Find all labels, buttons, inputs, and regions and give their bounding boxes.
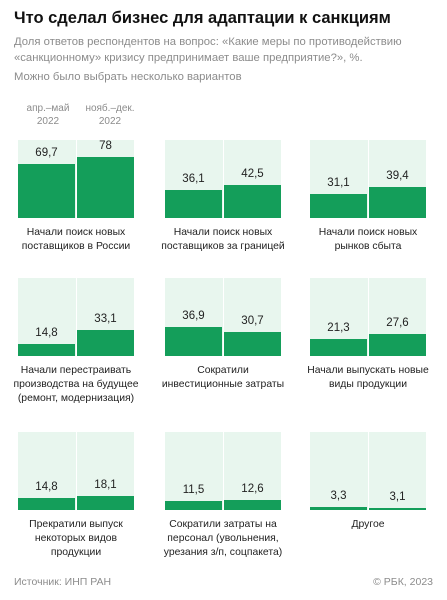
bar-period-1 [310, 507, 367, 510]
panel-background [165, 278, 281, 356]
copyright: © РБК, 2023 [373, 576, 433, 588]
bar-period-2 [77, 330, 134, 356]
panel-label: Начали перестраивать производства на буд… [13, 365, 139, 404]
panel-background [310, 140, 426, 218]
data-label: 27,6 [386, 317, 409, 329]
data-label: 14,8 [35, 327, 58, 339]
bar-separator [368, 432, 369, 510]
panel-background [18, 278, 134, 356]
data-label: 31,1 [327, 177, 350, 189]
bar-period-1 [165, 327, 222, 356]
data-label: 14,8 [35, 481, 58, 493]
panel-label: Сократили затраты на персонал (увольнени… [163, 519, 283, 558]
panel-label: Начали выпускать новые виды продукции [307, 365, 429, 390]
bar-period-1 [165, 501, 222, 510]
data-label: 78 [99, 140, 112, 152]
bar-separator [223, 140, 224, 218]
period-label-2: нояб.–дек. 2022 [85, 103, 135, 127]
bar-period-1 [310, 339, 367, 356]
bar-period-1 [18, 164, 75, 218]
panel-label: Начали поиск новых поставщиков в России [21, 227, 131, 252]
data-label: 21,3 [327, 322, 350, 334]
data-label: 30,7 [241, 315, 264, 327]
panel-background [18, 140, 134, 218]
data-label: 36,9 [182, 310, 205, 322]
chart-subtitle: Доля ответов респондентов на вопрос: «Ка… [14, 36, 402, 64]
bar-separator [76, 432, 77, 510]
period-label-1: апр.–май 2022 [26, 103, 70, 127]
data-label: 3,3 [330, 490, 347, 502]
bar-separator [368, 278, 369, 356]
panel-background [18, 432, 134, 510]
bar-period-2 [369, 508, 426, 510]
bar-separator [223, 278, 224, 356]
bar-period-2 [369, 334, 426, 356]
panel-background [165, 140, 281, 218]
bar-separator [76, 278, 77, 356]
bar-period-2 [77, 496, 134, 510]
chart-title: Что сделал бизнес для адаптации к санкци… [14, 9, 391, 27]
panel-background [165, 432, 281, 510]
data-label: 12,6 [241, 483, 264, 495]
data-label: 11,5 [182, 484, 205, 496]
bar-separator [76, 140, 77, 218]
bar-period-1 [310, 194, 367, 218]
panel-background [310, 432, 426, 510]
bar-period-2 [369, 187, 426, 218]
bar-period-2 [224, 185, 281, 218]
bar-separator [368, 140, 369, 218]
bar-period-1 [18, 344, 75, 356]
panel-label: Сократили инвестиционные затраты [161, 365, 285, 390]
data-label: 42,5 [241, 168, 264, 180]
bar-period-2 [224, 332, 281, 356]
data-label: 33,1 [94, 313, 117, 325]
bar-period-1 [165, 190, 222, 218]
source-note: Источник: ИНП РАН [14, 576, 112, 588]
bar-period-2 [77, 157, 134, 218]
panel-label: Начали поиск новых поставщиков за границ… [161, 227, 285, 252]
panel-background [310, 278, 426, 356]
bar-period-2 [224, 500, 281, 510]
bar-separator [223, 432, 224, 510]
panel-label: Прекратили выпуск некоторых видов продук… [29, 519, 123, 558]
data-label: 69,7 [35, 147, 58, 159]
data-label: 18,1 [94, 479, 117, 491]
panel-label: Другое [351, 519, 385, 530]
data-label: 39,4 [386, 170, 409, 182]
panel-label: Начали поиск новых рынков сбыта [318, 227, 418, 252]
chart-note: Можно было выбрать несколько вариантов [14, 71, 242, 83]
data-label: 3,1 [389, 491, 406, 503]
bar-period-1 [18, 498, 75, 510]
data-label: 36,1 [182, 173, 205, 185]
